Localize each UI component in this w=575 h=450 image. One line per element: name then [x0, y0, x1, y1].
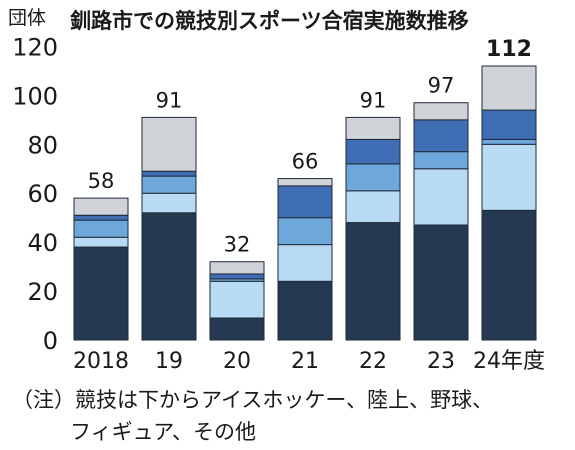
x-tick-label: 19 [155, 349, 183, 374]
bar-segment [277, 217, 333, 246]
bar-segment [413, 119, 469, 153]
bars [73, 65, 537, 341]
bar-segment [277, 280, 333, 341]
bar-total-label: 32 [224, 233, 251, 257]
bar-segment [73, 214, 129, 221]
bar-segment [481, 209, 537, 341]
bar-segment [481, 65, 537, 111]
bar-segment [345, 222, 401, 341]
x-tick-label: 22 [359, 349, 387, 374]
bar-segment [277, 185, 333, 219]
bar-segment [481, 143, 537, 211]
bar-segment [345, 190, 401, 224]
bar-segment [413, 151, 469, 170]
bar-segment [345, 116, 401, 140]
y-tick-label: 0 [43, 327, 58, 355]
x-tick-label: 23 [427, 349, 455, 374]
y-tick-label: 40 [27, 229, 58, 257]
bar-segment [73, 236, 129, 248]
bar-segment [277, 178, 333, 187]
footnote-line-2: フィギュア、その他 [70, 420, 257, 444]
bar-segment [141, 116, 197, 172]
bar-segment [481, 138, 537, 145]
x-tick-label: 21 [291, 349, 319, 374]
bar-segment [141, 175, 197, 194]
y-tick-label: 60 [27, 180, 58, 208]
y-tick-label: 100 [12, 82, 58, 110]
x-axis-ticks: 2018 19 20 21 22 23 24年度 [73, 349, 545, 374]
bar-total-label: 66 [292, 150, 319, 174]
bar-segment [413, 224, 469, 341]
x-tick-label: 24年度 [473, 349, 545, 374]
bar-segment [413, 102, 469, 121]
bar-segment [141, 192, 197, 214]
y-tick-label: 80 [27, 131, 58, 159]
y-tick-label: 20 [27, 278, 58, 306]
stacked-bar-chart: 団体 釧路市での競技別スポーツ合宿実施数推移 0 20 40 60 80 100 120 5… [8, 7, 545, 374]
y-tick-label: 120 [12, 33, 58, 61]
chart-title: 釧路市での競技別スポーツ合宿実施数推移 [70, 9, 469, 33]
y-axis-ticks: 0 20 40 60 80 100 120 [12, 33, 58, 355]
bar-segment [345, 138, 401, 165]
bar-segment [209, 261, 265, 275]
total-labels: 58 91 32 66 91 97 112 [88, 37, 532, 257]
bar-segment [277, 244, 333, 282]
bar-segment [73, 219, 129, 238]
bar-segment [209, 273, 265, 280]
bar-segment [481, 109, 537, 140]
footnote-line-1: （注）競技は下からアイスホッケー、陸上、野球、 [12, 388, 494, 412]
bar-total-label: 91 [156, 88, 183, 112]
bar-segment [413, 168, 469, 226]
x-tick-label: 2018 [73, 349, 129, 374]
bar-total-label: 97 [428, 74, 455, 98]
bar-total-label: 91 [360, 88, 387, 112]
bar-segment [209, 317, 265, 341]
bar-total-label: 112 [486, 37, 532, 62]
bar-segment [141, 170, 197, 177]
bar-segment [73, 246, 129, 341]
bar-segment [209, 280, 265, 319]
x-tick-label: 20 [223, 349, 251, 374]
bar-segment [345, 163, 401, 192]
bar-segment [73, 197, 129, 216]
y-axis-unit-label: 団体 [8, 7, 46, 29]
bar-segment [141, 212, 197, 341]
bar-total-label: 58 [88, 169, 115, 193]
